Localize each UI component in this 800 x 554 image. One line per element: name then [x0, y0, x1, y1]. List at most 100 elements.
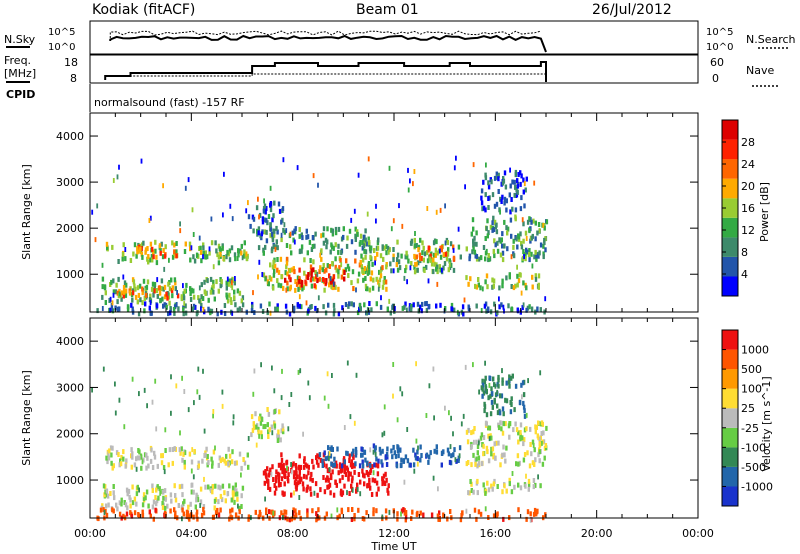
power-cell [201, 296, 205, 301]
power-cell [325, 267, 328, 273]
velocity-cell [286, 465, 288, 471]
velocity-cell [151, 399, 154, 405]
velocity-cell [229, 508, 232, 514]
velocity-cell [482, 482, 485, 488]
power-cell [110, 307, 114, 313]
velocity-cell [299, 465, 302, 470]
power-cell [337, 249, 340, 255]
velocity-cell [145, 489, 149, 495]
power-cell [134, 286, 137, 292]
velocity-cell [213, 505, 216, 511]
power-cell [367, 236, 370, 242]
power-cell [309, 258, 312, 263]
velocity-cell [162, 489, 165, 495]
power-cell [512, 253, 516, 259]
power-cell [517, 308, 519, 314]
power-cell [228, 292, 231, 298]
velocity-cell [499, 462, 502, 468]
velocity-cell [232, 420, 235, 426]
velocity-cell [112, 490, 115, 496]
power-cell [516, 189, 519, 195]
power-cell [268, 301, 271, 307]
power-cell [450, 306, 453, 312]
velocity-cell [240, 504, 243, 509]
power-cell [487, 196, 490, 201]
power-cell [477, 282, 480, 288]
power-data-cells [91, 155, 549, 317]
velocity-cell [173, 483, 176, 489]
power-cell [149, 310, 152, 316]
power-cell [315, 273, 318, 279]
power-cell [343, 270, 346, 275]
power-cell [192, 232, 195, 237]
power-cell [368, 240, 371, 245]
velocity-cell [211, 514, 215, 520]
velocity-cell [224, 498, 227, 504]
velocity-cell [531, 460, 535, 466]
power-cell [320, 233, 322, 239]
velocity-cell [381, 476, 384, 482]
velocity-cell [268, 427, 271, 433]
power-cell [112, 289, 116, 295]
power-cell [514, 283, 517, 289]
power-cell [227, 278, 231, 284]
power-cell [506, 246, 509, 252]
noise-strip-frame [89, 20, 699, 55]
velocity-cell [234, 512, 238, 518]
nave-right-lo: 0 [712, 72, 719, 85]
velocity-cell [153, 454, 157, 460]
power-cell [144, 249, 147, 255]
power-cell [135, 253, 138, 259]
velocity-cell [219, 493, 223, 499]
power-cell [285, 287, 288, 293]
velocity-cell [515, 461, 518, 467]
velocity-cell [382, 473, 386, 479]
velocity-cell [164, 496, 167, 502]
power-cell [258, 259, 261, 265]
power-cell [188, 241, 192, 247]
velocity-cell [509, 409, 513, 415]
power-cell [519, 206, 523, 212]
power-cell [487, 180, 490, 186]
velocity-cell [263, 480, 266, 486]
velocity-cell [169, 508, 172, 514]
velocity-cell [529, 442, 532, 447]
power-cell [214, 240, 217, 246]
power-colorbar-swatch [722, 276, 738, 296]
power-cell [341, 305, 344, 311]
velocity-cell [359, 479, 362, 485]
velocity-cell [275, 485, 278, 491]
power-cell [511, 206, 514, 212]
velocity-cell [252, 425, 256, 431]
velocity-cell [385, 462, 389, 467]
power-cell [433, 261, 436, 267]
power-cell [356, 229, 359, 235]
power-cell [342, 226, 345, 232]
velocity-cell [107, 455, 111, 461]
power-cell [158, 243, 162, 249]
power-cell [517, 172, 520, 177]
power-cell [477, 277, 480, 282]
power-cell [344, 267, 347, 273]
velocity-cell [435, 449, 439, 455]
power-cell [191, 207, 194, 213]
velocity-cell [482, 390, 486, 396]
power-cell [330, 284, 333, 290]
velocity-cell [234, 491, 237, 497]
power-cell [153, 288, 156, 294]
velocity-colorbar-swatch [722, 447, 738, 467]
power-cell [202, 242, 205, 248]
velocity-cell [219, 458, 222, 464]
power-cell [441, 267, 443, 273]
power-cell [493, 219, 497, 225]
velocity-cell [283, 509, 286, 515]
velocity-ytick-label: 4000 [56, 335, 84, 348]
power-cell [192, 294, 196, 300]
power-cell [114, 289, 118, 295]
velocity-cell [152, 499, 156, 505]
velocity-cell [264, 496, 266, 502]
velocity-cell [272, 477, 275, 482]
power-cell [354, 226, 357, 232]
velocity-cell [293, 470, 296, 476]
velocity-cell [293, 480, 297, 486]
